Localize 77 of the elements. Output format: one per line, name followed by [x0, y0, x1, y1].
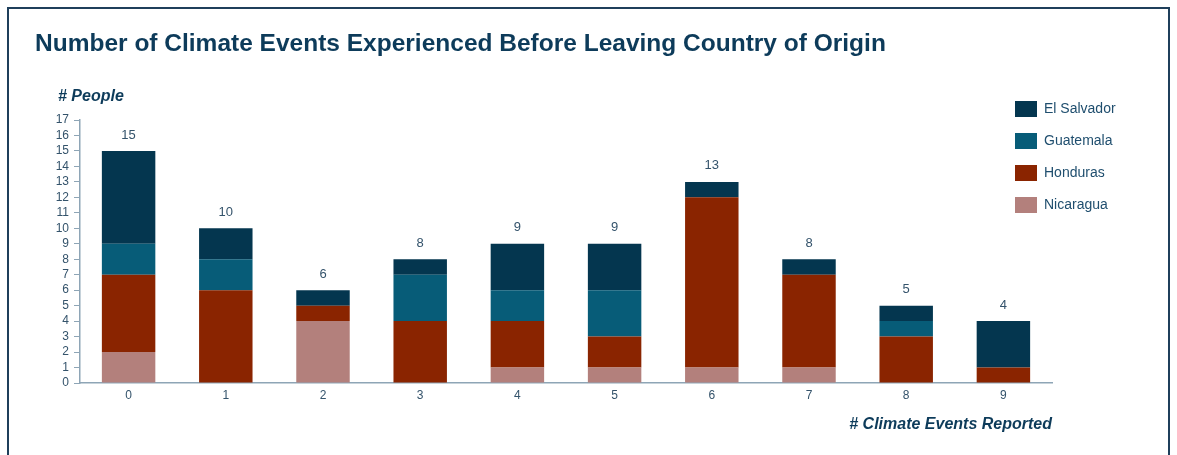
bar	[490, 243, 545, 291]
bar	[490, 321, 545, 368]
y-tick-label: 11	[56, 205, 70, 220]
bar	[685, 181, 739, 198]
y-tick-label: 6	[62, 282, 70, 297]
bar	[199, 228, 253, 260]
bar	[199, 290, 253, 383]
bar	[879, 305, 933, 322]
x-tick-label: 7	[805, 387, 813, 402]
total-label: 13	[704, 157, 720, 173]
x-tick-label: 2	[319, 387, 327, 402]
y-tick-label: 14	[55, 158, 70, 173]
x-tick-label: 3	[416, 387, 424, 402]
y-tick-label: 5	[62, 297, 70, 312]
bar	[685, 197, 739, 368]
total-label: 5	[902, 281, 910, 297]
x-axis-title: # Climate Events Reported	[849, 414, 1054, 432]
y-tick-label: 15	[55, 143, 70, 158]
y-tick-label: 8	[62, 251, 70, 266]
bar	[296, 305, 350, 322]
legend-label: El Salvador	[1044, 99, 1116, 116]
y-tick-label: 10	[55, 220, 70, 235]
bar	[587, 290, 642, 337]
bar	[101, 274, 156, 353]
total-label: 8	[416, 234, 424, 250]
total-label: 4	[999, 296, 1008, 312]
y-tick-label: 4	[62, 313, 70, 328]
bar	[782, 274, 836, 368]
bar	[101, 243, 156, 275]
y-tick-label: 13	[55, 174, 70, 189]
x-tick-label: 4	[514, 387, 522, 402]
y-tick-label: 2	[62, 344, 70, 359]
bar	[199, 259, 253, 291]
total-label: 9	[513, 219, 522, 235]
x-tick-label: 5	[611, 387, 619, 402]
bar	[685, 367, 739, 383]
total-label: 9	[610, 219, 619, 235]
bar	[101, 352, 156, 383]
bar	[587, 367, 642, 383]
bar	[879, 336, 933, 383]
y-tick-label: 17	[55, 112, 70, 127]
bar	[976, 321, 1031, 368]
bar	[393, 321, 447, 383]
bar	[296, 321, 350, 383]
total-label: 10	[218, 203, 234, 219]
bar	[393, 259, 447, 275]
bar	[296, 290, 350, 306]
y-axis-title: # People	[58, 87, 124, 105]
legend-label: Guatemala	[1044, 131, 1113, 148]
bar	[879, 321, 933, 337]
x-tick-label: 6	[708, 387, 716, 402]
y-tick-label: 16	[55, 127, 70, 142]
total-label: 8	[805, 234, 813, 250]
y-tick-label: 12	[55, 189, 70, 204]
y-tick-label: 9	[62, 236, 70, 251]
chart-title: Number of Climate Events Experienced Before Leaving Country of Origin	[35, 29, 886, 57]
bar	[490, 367, 545, 383]
x-tick-label: 0	[125, 387, 133, 402]
legend-label: Nicaragua	[1044, 195, 1109, 212]
bar	[976, 367, 1031, 383]
legend-label: Honduras	[1044, 163, 1105, 180]
total-label: 15	[121, 126, 136, 142]
y-tick-label: 0	[62, 375, 70, 390]
x-tick-label: 8	[902, 387, 910, 402]
bar	[782, 259, 836, 275]
y-tick-label: 1	[62, 359, 70, 374]
total-label: 6	[319, 265, 327, 281]
bar	[587, 336, 642, 368]
bar	[782, 367, 836, 383]
bar	[101, 150, 156, 244]
y-tick-label: 3	[62, 328, 70, 343]
bar	[490, 290, 545, 322]
x-tick-label: 1	[222, 387, 230, 402]
y-tick-label: 7	[62, 267, 70, 282]
x-tick-label: 9	[1000, 387, 1008, 402]
bar	[393, 274, 447, 322]
bar	[587, 243, 642, 291]
